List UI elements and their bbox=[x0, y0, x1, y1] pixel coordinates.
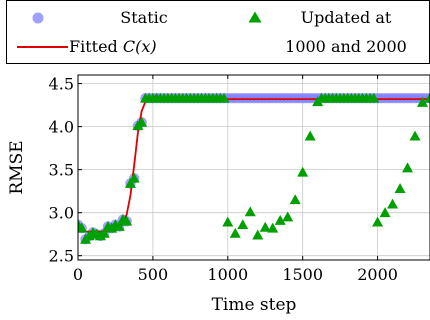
x-tick-label: 1500 bbox=[282, 265, 323, 284]
updated-point bbox=[124, 177, 136, 188]
ticks: 0 500 1000 1500 2000 2.5 3.0 3.5 4.0 4.5 bbox=[49, 75, 398, 284]
y-tick-label: 4.0 bbox=[49, 118, 74, 137]
updated-point bbox=[98, 227, 110, 238]
y-axis-label: RMSE bbox=[7, 140, 27, 194]
updated-point bbox=[252, 229, 264, 240]
updated-point bbox=[222, 216, 234, 227]
x-tick-label: 2000 bbox=[357, 265, 398, 284]
legend-marker-updated bbox=[248, 11, 262, 23]
updated-point bbox=[372, 216, 384, 227]
updated-point bbox=[387, 198, 399, 209]
updated-point bbox=[297, 166, 309, 177]
x-tick-label: 500 bbox=[138, 265, 169, 284]
updated-point bbox=[121, 215, 133, 226]
legend-label-fitted-prefix: Fitted bbox=[69, 37, 123, 56]
updated-point bbox=[289, 194, 301, 205]
updated-point bbox=[417, 97, 429, 107]
updated-point bbox=[136, 116, 148, 127]
updated-point bbox=[402, 162, 414, 173]
updated-point bbox=[267, 222, 279, 233]
legend-label-fitted: Fitted C(x) bbox=[69, 37, 157, 56]
updated-point bbox=[78, 222, 88, 233]
legend: Static Updated at Fitted C(x) 1000 and 2… bbox=[6, 0, 430, 64]
grid bbox=[77, 75, 430, 260]
legend-label-updated-line1: Updated at bbox=[301, 8, 392, 27]
updated-point bbox=[409, 130, 421, 141]
x-tick-label: 0 bbox=[73, 265, 83, 284]
legend-label-updated-line2: 1000 and 2000 bbox=[285, 37, 407, 56]
legend-frame bbox=[6, 0, 430, 64]
updated-point bbox=[128, 172, 140, 183]
updated-point bbox=[368, 92, 380, 103]
legend-label-fitted-math: C(x) bbox=[123, 37, 157, 56]
updated-point bbox=[282, 211, 294, 222]
updated-point bbox=[304, 130, 316, 141]
legend-label-static: Static bbox=[120, 8, 167, 27]
x-tick-label: 1000 bbox=[207, 265, 248, 284]
updated-point bbox=[394, 183, 406, 193]
series-layer bbox=[78, 92, 430, 245]
x-axis-label: Time step bbox=[212, 295, 297, 315]
y-tick-label: 3.5 bbox=[49, 161, 74, 180]
updated-point bbox=[237, 219, 249, 230]
updated-point bbox=[379, 207, 391, 218]
updated-point bbox=[218, 92, 230, 103]
updated-point bbox=[424, 92, 430, 103]
plot-area bbox=[78, 92, 430, 245]
updated-point bbox=[113, 220, 125, 231]
y-tick-label: 2.5 bbox=[49, 247, 74, 266]
updated-point bbox=[274, 214, 286, 225]
updated-point bbox=[244, 206, 256, 217]
y-tick-label: 3.0 bbox=[49, 204, 74, 223]
updated-point bbox=[229, 227, 241, 238]
updated-point bbox=[259, 221, 271, 232]
legend-marker-static bbox=[32, 12, 44, 24]
axes-frame bbox=[77, 74, 430, 261]
y-tick-label: 4.5 bbox=[49, 75, 74, 94]
